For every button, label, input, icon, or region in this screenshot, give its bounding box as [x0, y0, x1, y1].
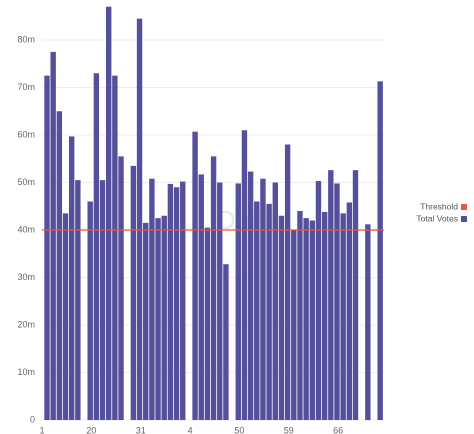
bar: [291, 230, 297, 420]
y-tick-label: 0: [30, 414, 35, 424]
bar: [130, 165, 137, 420]
bar: [328, 170, 334, 420]
bar: [161, 215, 167, 420]
bar: [241, 130, 248, 420]
y-tick-label: 20m: [17, 319, 35, 329]
bar: [155, 218, 161, 420]
y-tick-label: 50m: [17, 177, 35, 187]
bar: [75, 180, 81, 420]
legend-label: Total Votes: [416, 213, 458, 223]
legend-swatch: [461, 204, 467, 210]
x-tick-label: 20: [86, 425, 96, 434]
bar: [50, 51, 56, 420]
bar: [136, 18, 143, 420]
x-tick-label: 59: [284, 425, 294, 434]
bar: [334, 183, 340, 420]
x-tick-label: 4: [188, 425, 193, 434]
bar: [112, 75, 118, 420]
bar: [247, 171, 254, 420]
bar: [315, 181, 322, 420]
bar: [223, 264, 229, 420]
bar: [198, 174, 204, 420]
bar: [260, 178, 266, 420]
bar: [93, 73, 100, 420]
y-tick-label: 80m: [17, 34, 35, 44]
y-tick-label: 30m: [17, 272, 35, 282]
bar: [44, 75, 50, 420]
bar: [106, 6, 112, 420]
legend-swatch: [461, 216, 467, 222]
x-tick-label: 31: [136, 425, 146, 434]
bar: [180, 181, 186, 420]
bar: [118, 156, 124, 420]
bar: [321, 211, 328, 420]
bar: [235, 183, 241, 420]
x-tick-label: 66: [333, 425, 343, 434]
bar: [272, 182, 278, 420]
bar: [143, 222, 149, 420]
bar: [254, 201, 260, 420]
y-tick-label: 10m: [17, 367, 35, 377]
bar: [68, 136, 75, 421]
bar: [173, 187, 180, 420]
bar: [346, 202, 353, 420]
bar: [365, 224, 371, 420]
bar: [340, 213, 346, 420]
bar: [204, 227, 211, 420]
bar: [309, 220, 316, 420]
x-tick-label: 1: [39, 425, 44, 434]
bar: [284, 144, 291, 420]
bar: [278, 215, 285, 420]
bar: [62, 213, 69, 420]
x-tick-label: 50: [234, 425, 244, 434]
y-tick-label: 70m: [17, 82, 35, 92]
bar: [56, 111, 63, 420]
bar: [352, 170, 359, 420]
bar: [303, 218, 309, 420]
bar: [149, 178, 155, 420]
y-tick-label: 60m: [17, 129, 35, 139]
bar: [266, 203, 272, 420]
bar: [210, 156, 217, 420]
bar: [297, 211, 303, 420]
legend-label: Threshold: [420, 201, 458, 211]
bar: [217, 182, 223, 420]
bar: [167, 183, 174, 420]
bar: [87, 201, 93, 420]
bar: [99, 180, 106, 420]
bar: [192, 131, 198, 421]
bar: [377, 81, 383, 420]
y-tick-label: 40m: [17, 224, 35, 234]
